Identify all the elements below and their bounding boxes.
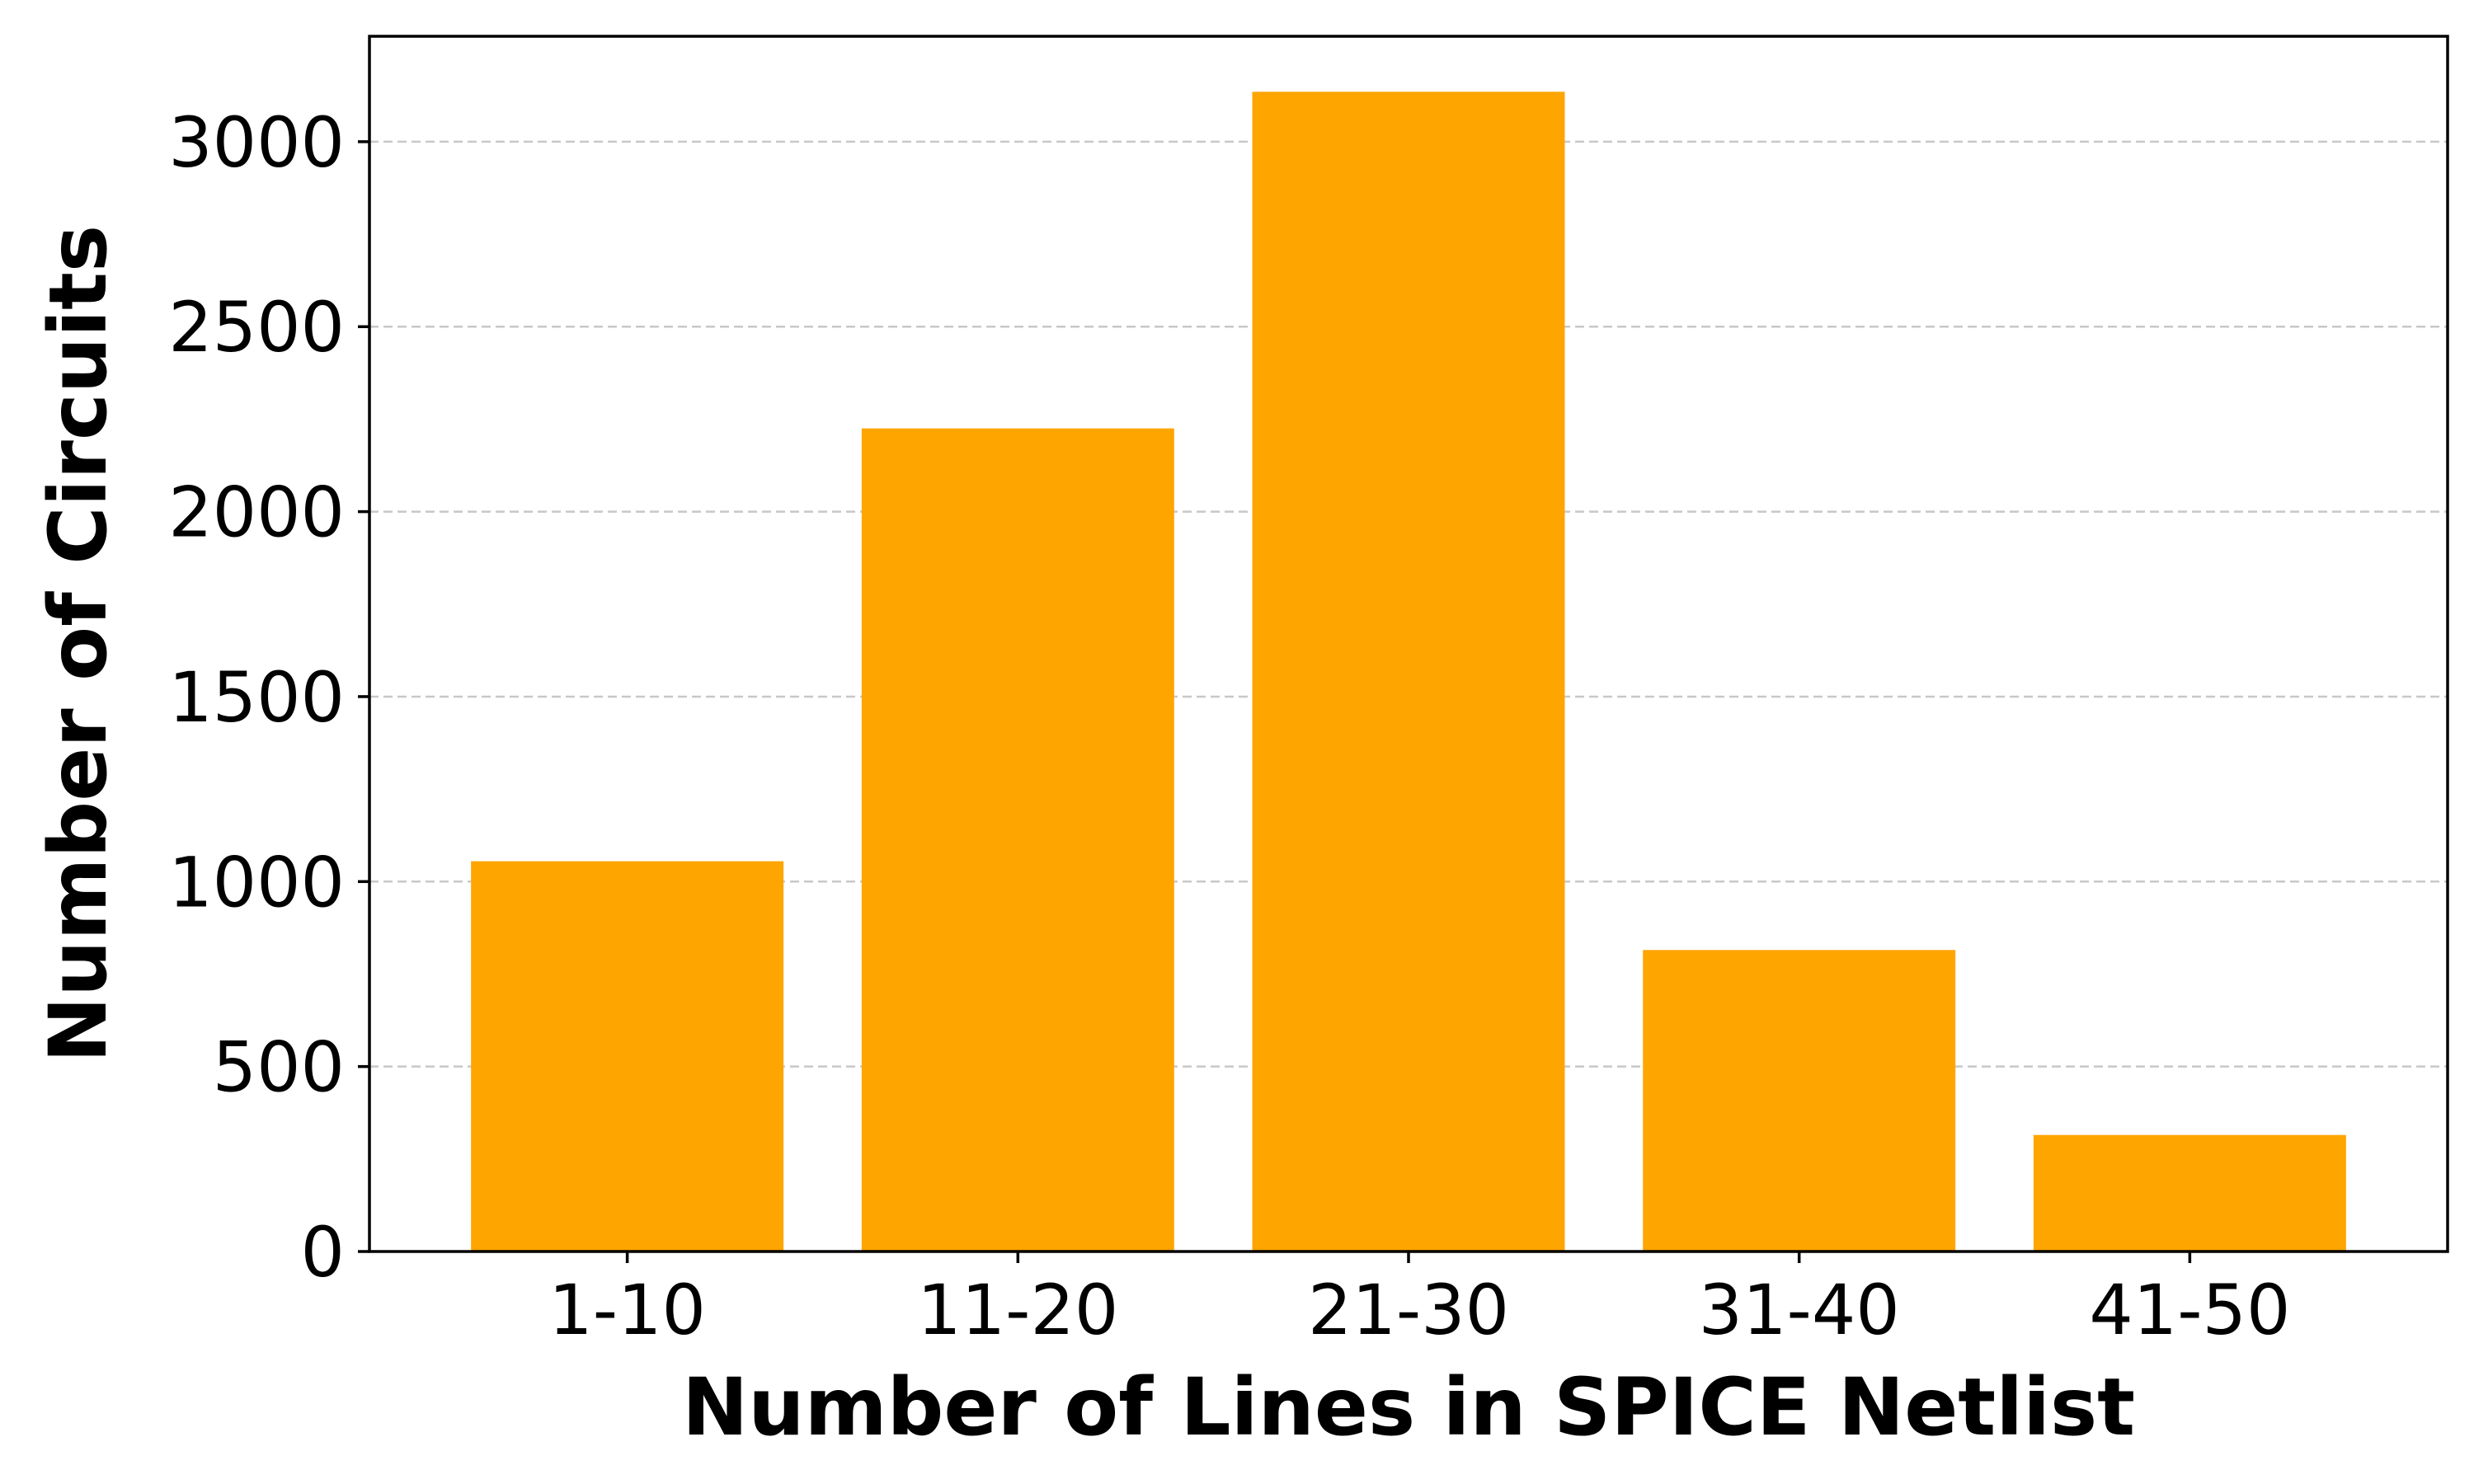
bar [1643,950,1956,1252]
y-tick-label: 1500 [168,657,345,738]
x-tick-label: 41-50 [2089,1270,2290,1350]
y-tick-label: 1000 [168,842,345,923]
y-axis-ticks: 0 500 1000 1500 2000 2500 3000 [168,102,369,1293]
x-tick-label: 1-10 [548,1270,706,1350]
bar [861,428,1174,1252]
bar [471,861,784,1252]
x-tick-label: 11-20 [917,1270,1118,1350]
x-axis-ticks: 1-10 11-20 21-30 31-40 41-50 [548,1252,2290,1350]
y-tick-label: 0 [301,1212,345,1293]
bar [1252,92,1565,1252]
x-axis-title: Number of Lines in SPICE Netlist [682,1361,2135,1453]
bar [2033,1134,2346,1252]
x-tick-label: 21-30 [1308,1270,1509,1350]
y-axis-title: Number of Circuits [32,225,125,1063]
bars [471,92,2346,1252]
y-tick-label: 2500 [168,287,345,368]
y-tick-label: 3000 [168,102,345,183]
y-tick-label: 2000 [168,472,345,553]
x-tick-label: 31-40 [1699,1270,1900,1350]
y-tick-label: 500 [213,1027,345,1108]
